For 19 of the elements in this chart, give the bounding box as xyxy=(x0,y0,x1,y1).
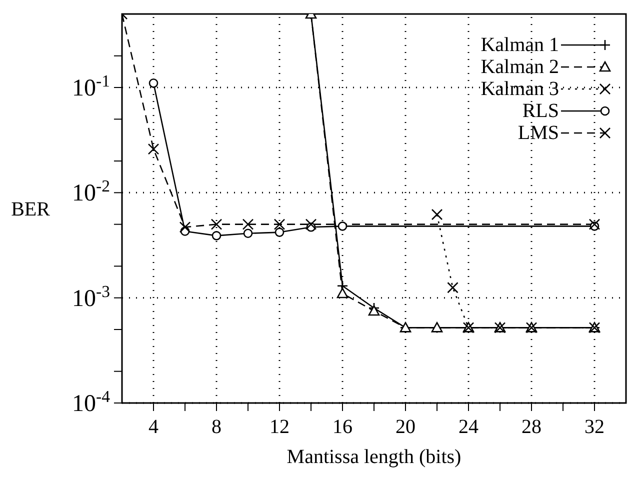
x-tick-label: 8 xyxy=(212,416,222,438)
x-tick-label: 24 xyxy=(458,416,478,438)
x-tick-label: 28 xyxy=(522,416,542,438)
x-tick-label: 4 xyxy=(148,416,158,438)
x-tick-label: 32 xyxy=(584,416,604,438)
legend-label: LMS xyxy=(518,122,559,144)
y-tick-label: 10$^{-2}$ xyxy=(72,176,110,207)
legend-label: Kalman 1 xyxy=(480,34,559,56)
y-tick-label: 10$^{-1}$ xyxy=(72,71,110,102)
x-tick-label: 16 xyxy=(332,416,352,438)
x-tick-label: 12 xyxy=(270,416,290,438)
x-tick-label: 20 xyxy=(396,416,416,438)
legend-label: RLS xyxy=(522,100,559,122)
x-axis-title: Mantissa length (bits) xyxy=(286,446,462,468)
y-tick-label: 10$^{-3}$ xyxy=(72,281,110,312)
legend-label: Kalman 2 xyxy=(480,56,559,78)
y-tick-label: 10$^{-4}$ xyxy=(72,386,111,417)
legend-label: Kalman 3 xyxy=(480,78,559,100)
y-axis-title: BER xyxy=(11,198,51,221)
